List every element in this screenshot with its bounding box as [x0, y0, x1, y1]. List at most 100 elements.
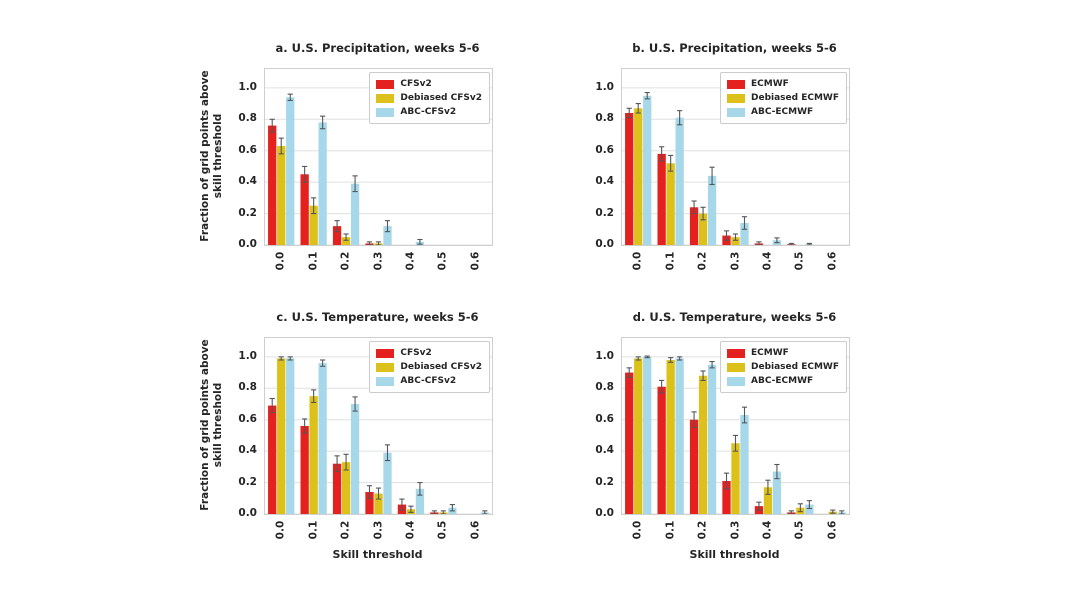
legend-label: ABC-ECMWF [751, 376, 814, 386]
legend-swatch-icon [727, 376, 745, 386]
xtick-label: 0.6 [826, 520, 839, 540]
bar [689, 419, 699, 514]
legend-row: ABC-ECMWF [727, 376, 839, 386]
panel-b-plot: ECMWF Debiased ECMWF ABC-ECMWF [621, 68, 850, 246]
ytick-label: 0.4 [595, 444, 614, 457]
error-bar [352, 396, 358, 412]
legend-row: Debiased CFSv2 [376, 362, 482, 372]
panel-c-bars-svg [265, 356, 492, 514]
error-bar [659, 379, 665, 394]
legend-label: Debiased ECMWF [751, 362, 839, 372]
ytick-label: 0.2 [238, 475, 257, 488]
legend-label: ECMWF [751, 79, 789, 89]
legend-label: ABC-CFSv2 [400, 107, 457, 117]
bar [657, 386, 666, 514]
ytick-label: 0.4 [238, 444, 257, 457]
panel-a-title: a. U.S. Precipitation, weeks 5-6 [275, 41, 480, 55]
error-bar [287, 356, 293, 361]
ytick-label: 0.6 [595, 412, 614, 425]
xtick-label: 0.0 [631, 520, 644, 540]
bar [341, 462, 351, 514]
xtick-label: 0.1 [307, 251, 320, 271]
xtick-label: 0.3 [372, 520, 384, 540]
xtick-label: 0.2 [696, 520, 709, 540]
x-axis-label-right: Skill threshold [689, 548, 780, 561]
ytick-label: 0.2 [238, 206, 257, 219]
bar [657, 153, 666, 245]
panel-a-bars-svg [265, 87, 492, 245]
bar [740, 415, 749, 514]
ytick-label: 0.6 [238, 412, 257, 425]
error-bar [366, 241, 373, 245]
bar [332, 226, 342, 245]
error-bar [302, 165, 308, 183]
legend-label: Debiased CFSv2 [400, 93, 482, 103]
ytick-label: 1.0 [595, 349, 614, 362]
bar [763, 487, 773, 514]
error-bar [408, 505, 414, 513]
bar [675, 358, 684, 514]
error-bar [311, 197, 317, 215]
panel-a-plot: CFSv2 Debiased CFSv2 ABC-CFSv2 [264, 68, 493, 246]
error-bar [431, 510, 437, 514]
error-bar [668, 357, 674, 363]
bar [805, 504, 814, 514]
bar [707, 364, 717, 514]
x-axis-label-left: Skill threshold [332, 548, 423, 561]
legend-swatch-icon [376, 93, 395, 103]
error-bar [741, 216, 748, 230]
bar [286, 358, 295, 514]
xtick-label: 0.2 [339, 520, 352, 540]
y-axis-label-line1: Fraction of grid points above [199, 339, 211, 511]
error-bar [287, 93, 293, 101]
legend-label: Debiased ECMWF [751, 93, 839, 103]
ytick-label: 0.0 [595, 507, 614, 519]
error-bar [644, 92, 650, 100]
error-bar [644, 355, 650, 359]
xtick-label: 0.1 [664, 251, 677, 271]
xtick-label: 0.0 [274, 251, 287, 271]
error-bar [278, 137, 284, 155]
error-bar [635, 356, 641, 361]
error-bar [709, 361, 715, 369]
legend-row: Debiased ECMWF [727, 93, 839, 103]
error-bar [788, 510, 794, 514]
xtick-label: 0.4 [404, 251, 417, 271]
bar [365, 492, 374, 514]
y-axis-label-line1: Fraction of grid points above [199, 70, 211, 242]
legend-swatch-icon [727, 107, 745, 117]
error-bar [269, 397, 275, 414]
bar [332, 463, 342, 514]
bar [318, 122, 327, 245]
legend-swatch-icon [727, 348, 745, 358]
error-bar [774, 237, 780, 244]
error-bar [320, 115, 326, 130]
bar [374, 493, 383, 514]
bar [731, 443, 740, 514]
xtick-label: 0.1 [307, 520, 320, 540]
error-bar [352, 175, 358, 193]
error-bar [723, 472, 730, 490]
ytick-label: 0.6 [238, 143, 257, 156]
error-bar [375, 487, 382, 500]
bar [634, 358, 643, 514]
legend-swatch-icon [376, 348, 395, 358]
legend-label: ECMWF [751, 348, 789, 358]
bar [350, 183, 360, 245]
error-bar [449, 504, 455, 512]
legend-row: CFSv2 [376, 79, 482, 89]
error-bar [797, 503, 803, 513]
error-bar [302, 418, 308, 434]
error-bar [806, 242, 812, 245]
error-bar [756, 501, 762, 511]
bar [625, 113, 634, 245]
legend-swatch-icon [376, 376, 395, 386]
error-bar [278, 356, 284, 361]
legend-swatch-icon [376, 107, 395, 117]
ytick-label: 0.8 [595, 112, 614, 125]
bar [277, 358, 286, 514]
xtick-label: 0.6 [469, 251, 482, 271]
error-bar [774, 463, 780, 480]
bar [722, 481, 731, 514]
error-bar [677, 110, 683, 126]
